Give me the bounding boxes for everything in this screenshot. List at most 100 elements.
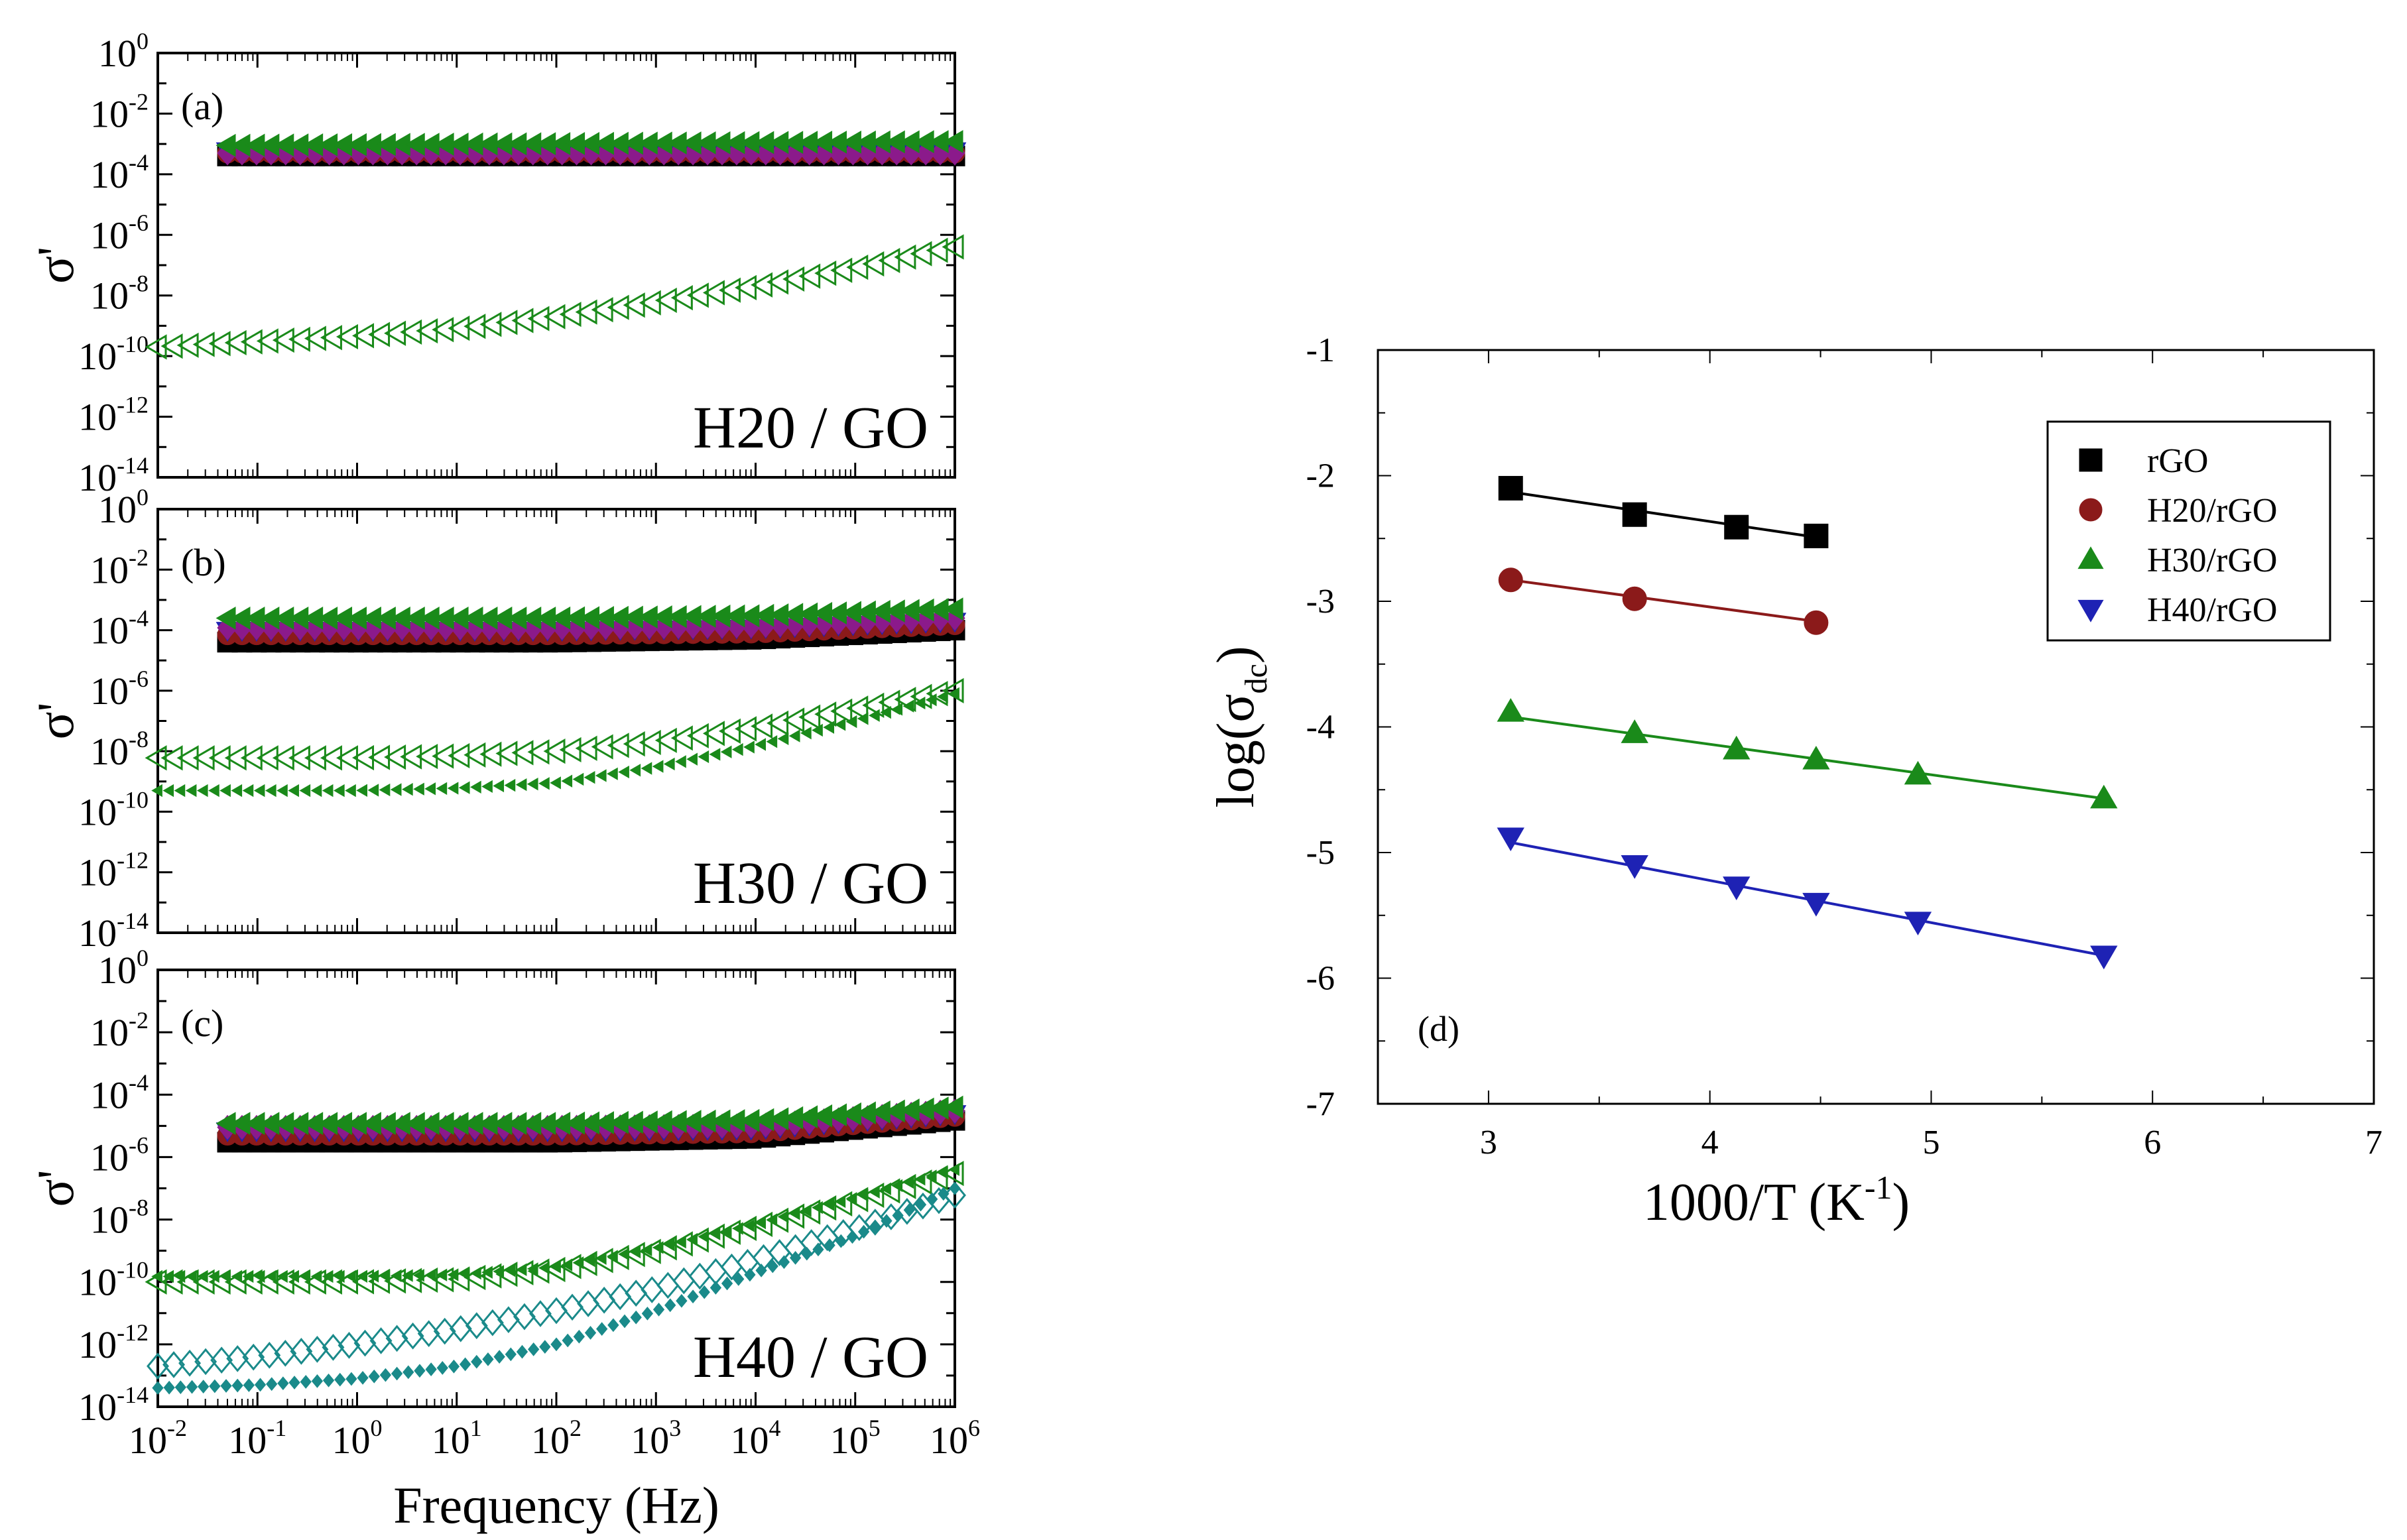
data-point (766, 735, 778, 748)
data-point (162, 784, 174, 798)
series-4 (216, 597, 963, 630)
y-tick-label: 10-2 (90, 1007, 149, 1054)
data-point (710, 1281, 722, 1295)
x-tick-label: 105 (830, 1415, 881, 1462)
x-tick-label: 5 (1922, 1124, 1940, 1161)
data-point (367, 1270, 379, 1283)
data-point (400, 744, 422, 770)
panel-annotation: H40 / GO (693, 1325, 928, 1390)
y-tick-label: 10-12 (78, 391, 149, 438)
data-point (948, 1163, 959, 1176)
data-point (845, 1192, 857, 1205)
data-point (777, 1210, 789, 1224)
data-point (743, 1219, 755, 1232)
data-point (196, 1270, 208, 1283)
data-point (2090, 945, 2118, 970)
x-tick-label: 103 (631, 1415, 681, 1462)
data-point (641, 762, 652, 775)
data-point (299, 784, 311, 798)
data-point (731, 742, 743, 756)
data-point (834, 1195, 846, 1209)
data-point (830, 257, 853, 283)
y-tick-label: -3 (1306, 583, 1335, 621)
data-point (515, 1263, 527, 1276)
data-point (937, 1166, 948, 1179)
panel-annotation: H20 / GO (693, 395, 928, 461)
data-point (529, 1300, 552, 1327)
data-point (862, 692, 885, 718)
data-point (482, 1352, 494, 1366)
data-point (1804, 610, 1829, 635)
series-H20/rGO (1498, 567, 1829, 635)
data-point (823, 1198, 835, 1211)
data-point (654, 1235, 677, 1261)
data-point (185, 1270, 197, 1283)
data-point (1802, 745, 1830, 770)
data-point (333, 784, 345, 798)
panel-d: 3 4 5 6 7 -1 -2 -3 -4 -5 -6 -7 1000/T (K-1) log(σdc) (… (1207, 331, 2382, 1232)
data-point (1723, 876, 1751, 900)
data-point (414, 1364, 426, 1378)
y-tick-label: 10-14 (78, 908, 149, 955)
data-point (573, 1329, 585, 1344)
data-point (686, 1232, 698, 1246)
data-point (709, 1227, 721, 1240)
data-point (814, 701, 837, 727)
y-tick-label: 100 (98, 484, 149, 531)
x-tick-label: 7 (2365, 1124, 2382, 1161)
data-point (686, 752, 698, 766)
y-tick-label: 10-12 (78, 847, 149, 894)
data-point (1622, 502, 1647, 527)
data-point (910, 241, 932, 267)
data-point (160, 745, 183, 771)
data-point (1498, 475, 1523, 501)
data-point (656, 1272, 680, 1299)
data-point (336, 745, 358, 771)
x-axis-label: 1000/T (K-1) (1643, 1169, 1910, 1232)
data-point (782, 707, 805, 733)
data-point (584, 771, 595, 784)
data-point (949, 1181, 961, 1195)
x-tick-label: 101 (432, 1415, 482, 1462)
data-point (288, 745, 310, 771)
y-tick-label: 10-10 (78, 1257, 149, 1304)
data-point (162, 1351, 185, 1378)
legend-label: H40/rGO (2147, 591, 2277, 629)
data-point (526, 1262, 538, 1275)
data-point (210, 1346, 233, 1374)
data-point (595, 769, 607, 782)
data-point (145, 745, 167, 771)
data-point (504, 1264, 516, 1277)
data-point (943, 130, 963, 153)
data-point (782, 1203, 805, 1229)
data-point (862, 251, 885, 277)
y-axis-label: σ' (27, 247, 84, 284)
panel-annotation: H30 / GO (693, 851, 928, 916)
data-point (755, 738, 766, 751)
data-point (652, 1241, 664, 1254)
legend-marker (2077, 599, 2104, 622)
data-point (798, 704, 821, 730)
data-point (357, 1371, 369, 1385)
data-point (196, 784, 208, 798)
data-point (458, 1268, 470, 1281)
data-point (497, 1306, 520, 1334)
data-point (345, 1270, 356, 1283)
data-point (702, 1223, 725, 1249)
x-axis-label: Frequency (Hz) (393, 1476, 719, 1534)
data-point (470, 780, 481, 794)
data-point (310, 1270, 322, 1283)
data-point (304, 745, 326, 771)
data-point (903, 1203, 915, 1217)
data-point (424, 1268, 436, 1282)
data-point (220, 1379, 232, 1393)
data-point (493, 1265, 505, 1278)
data-point (198, 1380, 210, 1393)
data-point (652, 1303, 665, 1317)
legend: rGO H20/rGO H30/rGO H40/rGO (2046, 420, 2331, 642)
y-tick-label: 10-12 (78, 1319, 149, 1366)
fit-line (1510, 491, 1817, 539)
data-point (942, 234, 964, 260)
panel-label: (a) (181, 85, 223, 128)
data-point (1498, 567, 1523, 593)
